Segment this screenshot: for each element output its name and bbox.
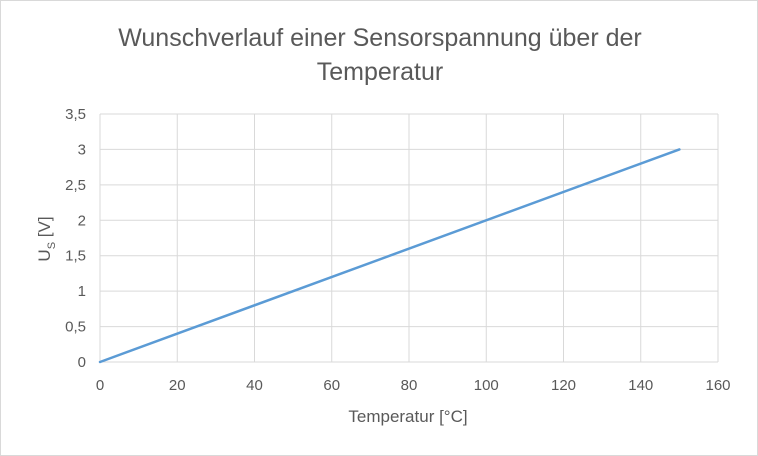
y-axis-title-subscript: S: [46, 242, 58, 249]
x-tick-label: 120: [551, 377, 576, 394]
y-axis-title: US [V]: [35, 216, 58, 261]
x-tick-label: 160: [705, 377, 730, 394]
y-axis-title-main: U: [35, 249, 54, 261]
x-tick-label: 100: [474, 377, 499, 394]
y-tick-label: 2,5: [65, 177, 86, 194]
y-tick-label: 3: [78, 141, 86, 158]
y-tick-label: 1,5: [65, 248, 86, 265]
x-tick-label: 140: [628, 377, 653, 394]
y-tick-label: 1: [78, 283, 86, 300]
x-tick-label: 40: [246, 377, 263, 394]
x-axis-title: Temperatur [°C]: [348, 407, 467, 426]
y-axis-title-unit: [V]: [35, 216, 54, 237]
y-tick-label: 2: [78, 212, 86, 229]
x-tick-label: 0: [96, 377, 104, 394]
x-tick-label: 60: [323, 377, 340, 394]
chart-title-line-1: Wunschverlauf einer Sensorspannung über …: [118, 24, 641, 52]
y-tick-label: 0,5: [65, 319, 86, 336]
x-tick-label: 20: [169, 377, 186, 394]
y-tick-label: 3,5: [65, 106, 86, 123]
chart-title-line-2: Temperatur: [317, 58, 443, 86]
x-tick-label: 80: [401, 377, 418, 394]
y-tick-label: 0: [78, 354, 86, 371]
